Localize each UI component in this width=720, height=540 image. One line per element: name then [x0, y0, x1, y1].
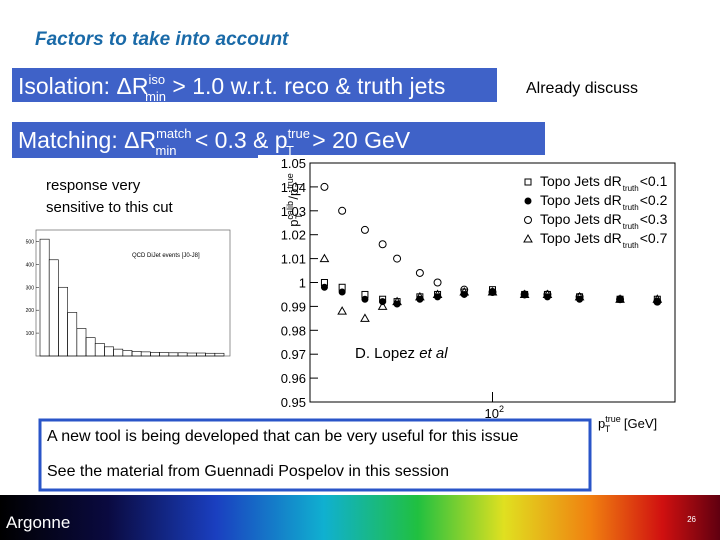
y-tick-label: 1.02 — [281, 228, 306, 243]
x-axis-label: ptrue T [GeV] — [598, 414, 657, 434]
marker-triangle — [487, 287, 498, 296]
marker-triangle — [615, 294, 625, 303]
legend-marker — [524, 216, 532, 224]
y-tick-label: 0.99 — [281, 299, 306, 314]
legend-entry: Topo Jets dRtruth<0.3 — [540, 211, 668, 231]
marker-triangle — [542, 289, 553, 298]
inset-tick-label: 500 — [26, 239, 35, 245]
legend-cut: <0.2 — [640, 192, 668, 208]
legend-sub: truth — [623, 222, 639, 231]
marker-dot — [393, 300, 401, 308]
marker-triangle — [459, 287, 470, 296]
legend-name: Topo Jets dR — [540, 211, 622, 227]
inset-label: QCD DiJet events [J0-J8] — [132, 253, 200, 259]
marker-circle — [415, 268, 424, 277]
x-tick-exp: 2 — [499, 404, 504, 414]
y-tick-label: 0.98 — [281, 323, 306, 338]
note: Already discuss — [526, 80, 638, 97]
y-tick-label: 0.97 — [281, 347, 306, 362]
legend-entry: Topo Jets dRtruth<0.1 — [540, 173, 668, 193]
legend-sub: truth — [623, 184, 639, 193]
info-line: See the material from Guennadi Pospelov … — [47, 463, 449, 480]
plot-background — [258, 155, 678, 417]
legend-marker — [524, 197, 532, 205]
legend-entry: Topo Jets dRtruth<0.2 — [540, 192, 668, 212]
marker-circle — [393, 254, 402, 263]
marker-triangle — [377, 301, 388, 310]
marker-circle — [378, 240, 387, 249]
inset-histogram: QCD DiJet events [J0-J8] 100 200 300 400 500 — [26, 229, 231, 357]
y-tick-label: 1.04 — [281, 180, 306, 195]
marker-triangle — [652, 294, 663, 303]
marker-triangle — [319, 253, 330, 263]
annotation: D. Lopez et al — [355, 345, 448, 362]
marker-dot — [320, 283, 328, 291]
footer-band — [0, 495, 720, 540]
inset-bar — [214, 352, 225, 357]
inset-tick-label: 200 — [26, 308, 35, 314]
marker-triangle — [360, 313, 370, 322]
marker-triangle — [574, 291, 585, 301]
marker-circle — [433, 278, 442, 287]
legend-sub: truth — [623, 241, 639, 250]
legend-sub: truth — [623, 203, 639, 212]
x-tick-base: 10 — [485, 406, 499, 421]
marker-dot — [416, 295, 424, 303]
matching-text: Matching: ΔRmatch min < 0.3 & ptrue T > 20… — [18, 126, 411, 158]
legend-marker — [524, 178, 532, 186]
marker-dot — [434, 293, 442, 301]
page-number: 26 — [687, 515, 696, 524]
legend-cut: <0.7 — [640, 230, 668, 246]
y-tick-label: 0.95 — [281, 395, 306, 410]
slide-title: Factors to take into account — [35, 29, 289, 50]
info-box — [38, 418, 592, 492]
legend-name: Topo Jets dR — [540, 230, 622, 246]
x-tick-label: 102 — [485, 404, 504, 421]
marker-triangle — [519, 289, 530, 298]
marker-triangle — [337, 306, 347, 315]
plot: pcalibT/ptrueT ptrue T [GeV] D. Lopez et … — [258, 155, 678, 434]
marker-triangle — [415, 291, 425, 301]
y-tick-label: 1 — [299, 276, 306, 291]
marker-circle — [360, 225, 369, 234]
inset-frame — [35, 229, 231, 357]
remark: sensitive to this cut — [46, 199, 174, 216]
y-tick-label: 1.01 — [281, 252, 306, 267]
legend-name: Topo Jets dR — [540, 192, 622, 208]
legend-name: Topo Jets dR — [540, 173, 622, 189]
marker-triangle — [392, 296, 402, 306]
info-line: A new tool is being developed that can b… — [47, 428, 519, 445]
legend-cut: <0.1 — [640, 173, 668, 189]
footer-logo: Argonne — [6, 513, 70, 532]
marker-circle — [320, 182, 329, 191]
isolation-banner — [12, 68, 497, 102]
legend-entry: Topo Jets dRtruth<0.7 — [540, 230, 668, 250]
marker-dot — [361, 295, 369, 303]
y-tick-label: 1.03 — [281, 204, 306, 219]
y-tick-label: 1.05 — [281, 156, 306, 171]
inset-tick-label: 300 — [26, 285, 35, 291]
legend-marker — [523, 233, 533, 243]
inset-tick-label: 100 — [26, 331, 35, 337]
remark: response very — [46, 177, 141, 194]
y-tick-label: 0.96 — [281, 371, 306, 386]
isolation-text: Isolation: ΔRiso min > 1.0 w.r.t. reco & … — [18, 72, 445, 104]
matching-banner — [12, 122, 545, 158]
legend-cut: <0.3 — [640, 211, 668, 227]
marker-triangle — [432, 289, 443, 298]
inset-tick-label: 400 — [26, 262, 35, 268]
y-axis-label: pcalibT/ptrueT — [285, 173, 304, 227]
marker-circle — [338, 206, 347, 215]
marker-circle — [460, 285, 469, 294]
marker-dot — [338, 288, 346, 296]
